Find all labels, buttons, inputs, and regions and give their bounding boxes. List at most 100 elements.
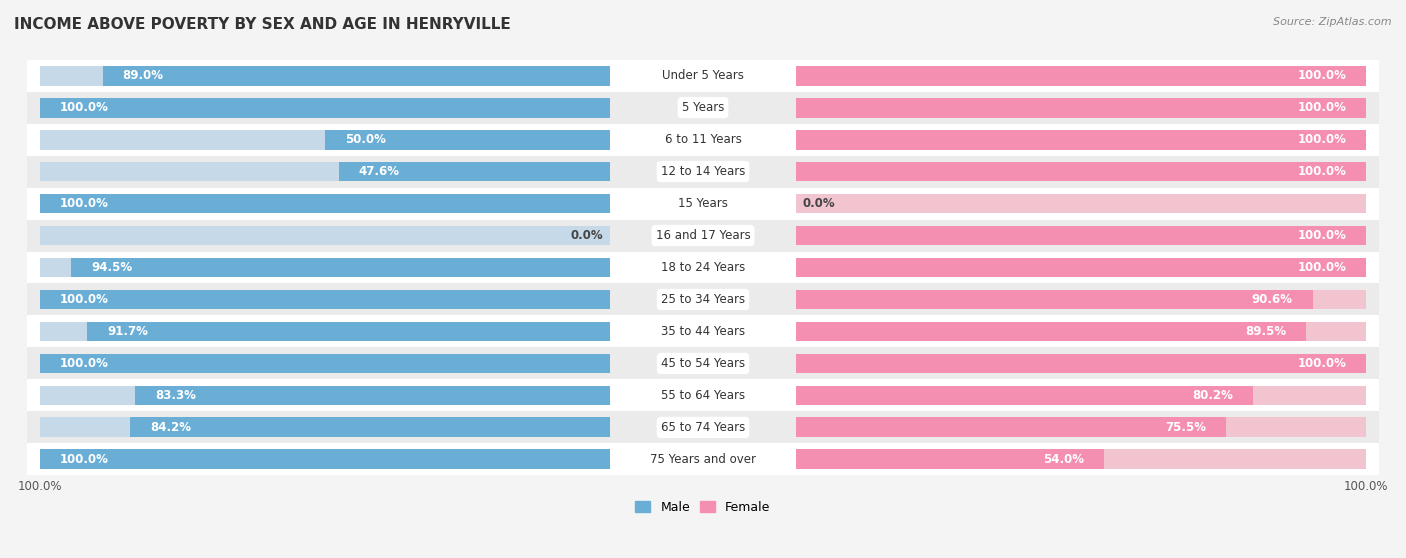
Bar [39,225,610,246]
Text: 100.0%: 100.0% [1298,357,1347,370]
Bar [39,162,610,181]
Bar [796,225,1367,246]
Text: INCOME ABOVE POVERTY BY SEX AND AGE IN HENRYVILLE: INCOME ABOVE POVERTY BY SEX AND AGE IN H… [14,17,510,32]
Bar [27,283,1379,315]
Bar [796,129,1367,150]
Bar [103,66,610,85]
Bar [39,98,610,118]
Bar [27,156,1379,187]
Bar [796,162,1367,181]
Bar [39,417,610,437]
Bar [39,449,610,469]
Bar [72,258,610,277]
Text: 100.0%: 100.0% [1298,101,1347,114]
Bar [796,225,1367,246]
Bar [39,290,610,309]
Bar [796,162,1367,181]
Bar [796,449,1104,469]
Text: 0.0%: 0.0% [803,197,835,210]
Text: 100.0%: 100.0% [1298,133,1347,146]
Text: 16 and 17 Years: 16 and 17 Years [655,229,751,242]
Bar [796,66,1367,85]
Text: 15 Years: 15 Years [678,197,728,210]
Bar [796,449,1367,469]
Text: 50.0%: 50.0% [344,133,385,146]
Bar [87,321,610,341]
Text: 6 to 11 Years: 6 to 11 Years [665,133,741,146]
Bar [39,66,610,85]
Bar [796,129,1367,150]
Bar [39,354,610,373]
Text: 65 to 74 Years: 65 to 74 Years [661,421,745,434]
Bar [27,219,1379,252]
Bar [796,258,1367,277]
Bar [39,386,610,405]
Bar [27,411,1379,444]
Bar [796,290,1313,309]
Text: 47.6%: 47.6% [359,165,399,178]
Bar [39,290,610,309]
Text: Source: ZipAtlas.com: Source: ZipAtlas.com [1274,17,1392,27]
Bar [39,194,610,214]
Bar [796,321,1367,341]
Bar [796,321,1306,341]
Text: 45 to 54 Years: 45 to 54 Years [661,357,745,370]
Bar [796,354,1367,373]
Bar [796,98,1367,118]
Text: 100.0%: 100.0% [59,197,108,210]
Bar [129,417,610,437]
Text: 35 to 44 Years: 35 to 44 Years [661,325,745,338]
Text: 54.0%: 54.0% [1043,453,1084,466]
Text: 18 to 24 Years: 18 to 24 Years [661,261,745,274]
Text: 12 to 14 Years: 12 to 14 Years [661,165,745,178]
Text: 84.2%: 84.2% [150,421,191,434]
Text: 55 to 64 Years: 55 to 64 Years [661,389,745,402]
Text: 100.0%: 100.0% [1298,261,1347,274]
Bar [39,321,610,341]
Bar [39,354,610,373]
Text: 91.7%: 91.7% [107,325,148,338]
Bar [27,124,1379,156]
Bar [796,194,1367,214]
Text: 94.5%: 94.5% [91,261,132,274]
Text: 100.0%: 100.0% [59,453,108,466]
Bar [39,98,610,118]
Text: 80.2%: 80.2% [1192,389,1233,402]
Bar [27,348,1379,379]
Bar [27,60,1379,92]
Bar [27,444,1379,475]
Text: 100.0%: 100.0% [59,357,108,370]
Bar [27,379,1379,411]
Bar [339,162,610,181]
Bar [796,354,1367,373]
Text: 0.0%: 0.0% [571,229,603,242]
Bar [796,98,1367,118]
Bar [27,252,1379,283]
Bar [39,129,610,150]
Bar [27,315,1379,348]
Bar [27,92,1379,124]
Text: 100.0%: 100.0% [59,293,108,306]
Bar [39,258,610,277]
Text: 89.5%: 89.5% [1246,325,1286,338]
Bar [796,66,1367,85]
Bar [325,129,610,150]
Text: 83.3%: 83.3% [155,389,195,402]
Text: 100.0%: 100.0% [1298,69,1347,82]
Bar [796,417,1226,437]
Text: 75.5%: 75.5% [1166,421,1206,434]
Text: 90.6%: 90.6% [1251,293,1292,306]
Text: Under 5 Years: Under 5 Years [662,69,744,82]
Legend: Male, Female: Male, Female [630,496,776,519]
Bar [796,386,1253,405]
Text: 25 to 34 Years: 25 to 34 Years [661,293,745,306]
Bar [796,290,1367,309]
Text: 75 Years and over: 75 Years and over [650,453,756,466]
Bar [796,386,1367,405]
Text: 89.0%: 89.0% [122,69,163,82]
Bar [796,417,1367,437]
Bar [39,449,610,469]
Text: 100.0%: 100.0% [1298,165,1347,178]
Text: 100.0%: 100.0% [59,101,108,114]
Text: 100.0%: 100.0% [1298,229,1347,242]
